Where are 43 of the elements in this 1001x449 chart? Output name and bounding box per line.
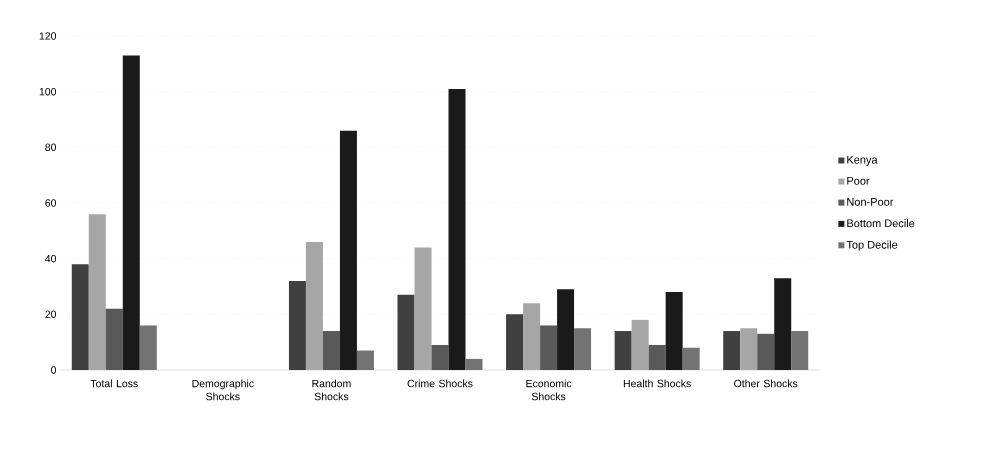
bar <box>614 331 632 370</box>
y-tick-label: 120 <box>39 32 57 40</box>
bar <box>122 55 140 370</box>
bar <box>322 331 340 370</box>
legend-label: Top Decile <box>846 240 898 251</box>
bar <box>339 130 357 370</box>
x-tick-label: Demographic Shocks <box>192 379 254 401</box>
x-tick-label: Random Shocks <box>312 379 351 401</box>
bar <box>139 325 157 370</box>
bar <box>791 331 809 370</box>
x-tick-label: Economic Shocks <box>526 379 572 401</box>
legend-label: Non-Poor <box>847 198 894 206</box>
bar <box>105 308 123 370</box>
x-tick-label: Crime Shocks <box>407 379 473 388</box>
bar <box>356 350 374 370</box>
bar <box>648 344 666 370</box>
bar <box>71 264 89 370</box>
legend-label: Poor <box>847 177 870 185</box>
bar <box>397 294 415 370</box>
legend-label: Kenya <box>847 155 878 166</box>
bar <box>682 347 700 370</box>
legend-label: Bottom Decile <box>847 219 915 228</box>
y-tick-label: 100 <box>39 87 57 96</box>
bar <box>723 331 741 370</box>
x-tick-label: Health Shocks <box>623 379 691 388</box>
y-tick-label: 20 <box>45 310 57 319</box>
x-tick-label: Total Loss <box>90 379 138 388</box>
y-tick-label: 40 <box>45 254 57 263</box>
x-tick-label: Other Shocks <box>734 379 798 388</box>
bar <box>757 333 775 370</box>
bar <box>448 88 466 370</box>
bar <box>465 358 483 370</box>
bar <box>540 325 558 370</box>
bar <box>557 289 575 370</box>
y-tick-label: 60 <box>45 199 57 207</box>
bar <box>431 344 449 370</box>
y-tick-label: 0 <box>51 366 57 374</box>
bar <box>774 278 792 370</box>
bar <box>574 328 592 370</box>
y-tick-label: 80 <box>45 143 57 152</box>
bar <box>506 314 524 370</box>
bar <box>665 292 683 370</box>
bar <box>288 280 306 370</box>
